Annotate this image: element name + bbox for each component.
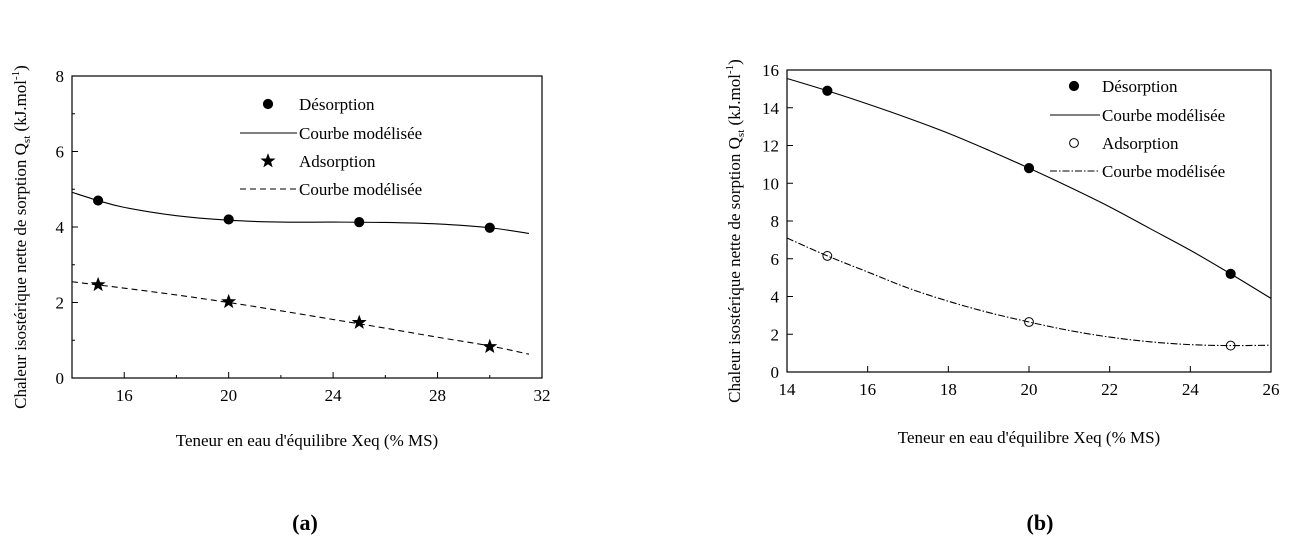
x-tick-label: 28 [429, 386, 446, 405]
y-tick-label: 6 [771, 250, 780, 269]
x-tick-label: 32 [534, 386, 551, 405]
legend-entry-label: Courbe modélisée [299, 124, 422, 143]
x-tick-label: 16 [116, 386, 133, 405]
series-line-2 [786, 77, 1272, 299]
plot-area [71, 191, 530, 355]
y-axis-label-unit-close: ) [11, 65, 30, 71]
y-tick-label: 8 [56, 67, 65, 86]
y-tick-label: 2 [56, 294, 65, 313]
y-axis-label-unit: (kJ.mol [725, 74, 744, 130]
legend-entry-label: Désorption [299, 95, 375, 114]
data-point [221, 293, 237, 309]
y-axis-label-main: Chaleur isostérique nette de sorption Q [725, 137, 744, 403]
x-axis-label: Teneur en eau d'équilibre Xeq (% MS) [898, 428, 1160, 447]
y-axis: 0 2 4 6 8 10 12 14 16 [762, 61, 793, 382]
plot-area [786, 77, 1272, 351]
y-axis-label-superscript: -1 [724, 65, 736, 74]
y-axis-label-subscript: st [21, 136, 33, 143]
legend-entry-label: Adsorption [299, 152, 376, 171]
y-tick-label: 6 [56, 143, 65, 162]
x-tick-label: 16 [859, 380, 876, 399]
plot-frame [71, 75, 543, 379]
y-axis-label-unit: (kJ.mol [11, 80, 30, 136]
x-tick-label: 26 [1263, 380, 1280, 399]
legend-entry-label: Désorption [1102, 77, 1178, 96]
y-tick-label: 8 [771, 212, 780, 231]
y-tick-label: 0 [56, 369, 65, 388]
x-tick-label: 22 [1101, 380, 1118, 399]
y-tick-label: 2 [771, 325, 780, 344]
y-axis-label-superscript: -1 [10, 71, 22, 80]
series-line-4 [71, 281, 530, 355]
x-tick-label: 20 [220, 386, 237, 405]
x-tick-label: 20 [1021, 380, 1038, 399]
x-axis: 14 16 18 20 22 24 26 [779, 366, 1280, 399]
y-axis-label-subscript: st [735, 130, 747, 137]
legend-entry-label: Adsorption [1102, 134, 1179, 153]
legend-entry-label: Courbe modélisée [1102, 106, 1225, 125]
legend-marker [260, 153, 276, 168]
x-tick-label: 18 [940, 380, 957, 399]
legend-marker [1069, 138, 1079, 148]
y-tick-label: 4 [56, 218, 65, 237]
legend-entry-label: Courbe modélisée [1102, 162, 1225, 181]
panel-label: (b) [1027, 510, 1054, 535]
y-axis: 0 2 4 6 8 [56, 67, 78, 388]
y-tick-label: 12 [762, 137, 779, 156]
y-axis-label: Chaleur isostérique nette de sorption Qs… [724, 59, 747, 403]
y-axis-label: Chaleur isostérique nette de sorption Qs… [10, 65, 33, 409]
panel-label: (a) [292, 510, 318, 535]
y-axis-label-unit-close: ) [725, 59, 744, 65]
x-axis-label: Teneur en eau d'équilibre Xeq (% MS) [176, 431, 438, 450]
legend-marker [262, 98, 274, 110]
x-tick-label: 14 [779, 380, 797, 399]
legend-marker [1068, 80, 1080, 92]
y-tick-label: 0 [771, 363, 780, 382]
x-tick-label: 24 [325, 386, 343, 405]
data-point [351, 314, 367, 329]
series-line-4 [786, 237, 1272, 347]
series-line-2 [71, 191, 530, 234]
legend: Désorption Courbe modélisée Adsorption Cour… [1050, 77, 1225, 181]
data-point [90, 276, 106, 292]
y-tick-label: 16 [762, 61, 779, 80]
data-point [223, 214, 234, 225]
y-axis-label-main: Chaleur isostérique nette de sorption Q [11, 143, 30, 409]
y-tick-label: 10 [762, 174, 779, 193]
x-axis: 16 20 24 28 32 [116, 372, 551, 405]
y-tick-label: 14 [762, 99, 780, 118]
legend: Désorption Courbe modélisée Adsorption Cour… [240, 95, 422, 199]
y-tick-label: 4 [771, 288, 780, 307]
x-tick-label: 24 [1182, 380, 1200, 399]
legend-entry-label: Courbe modélisée [299, 180, 422, 199]
